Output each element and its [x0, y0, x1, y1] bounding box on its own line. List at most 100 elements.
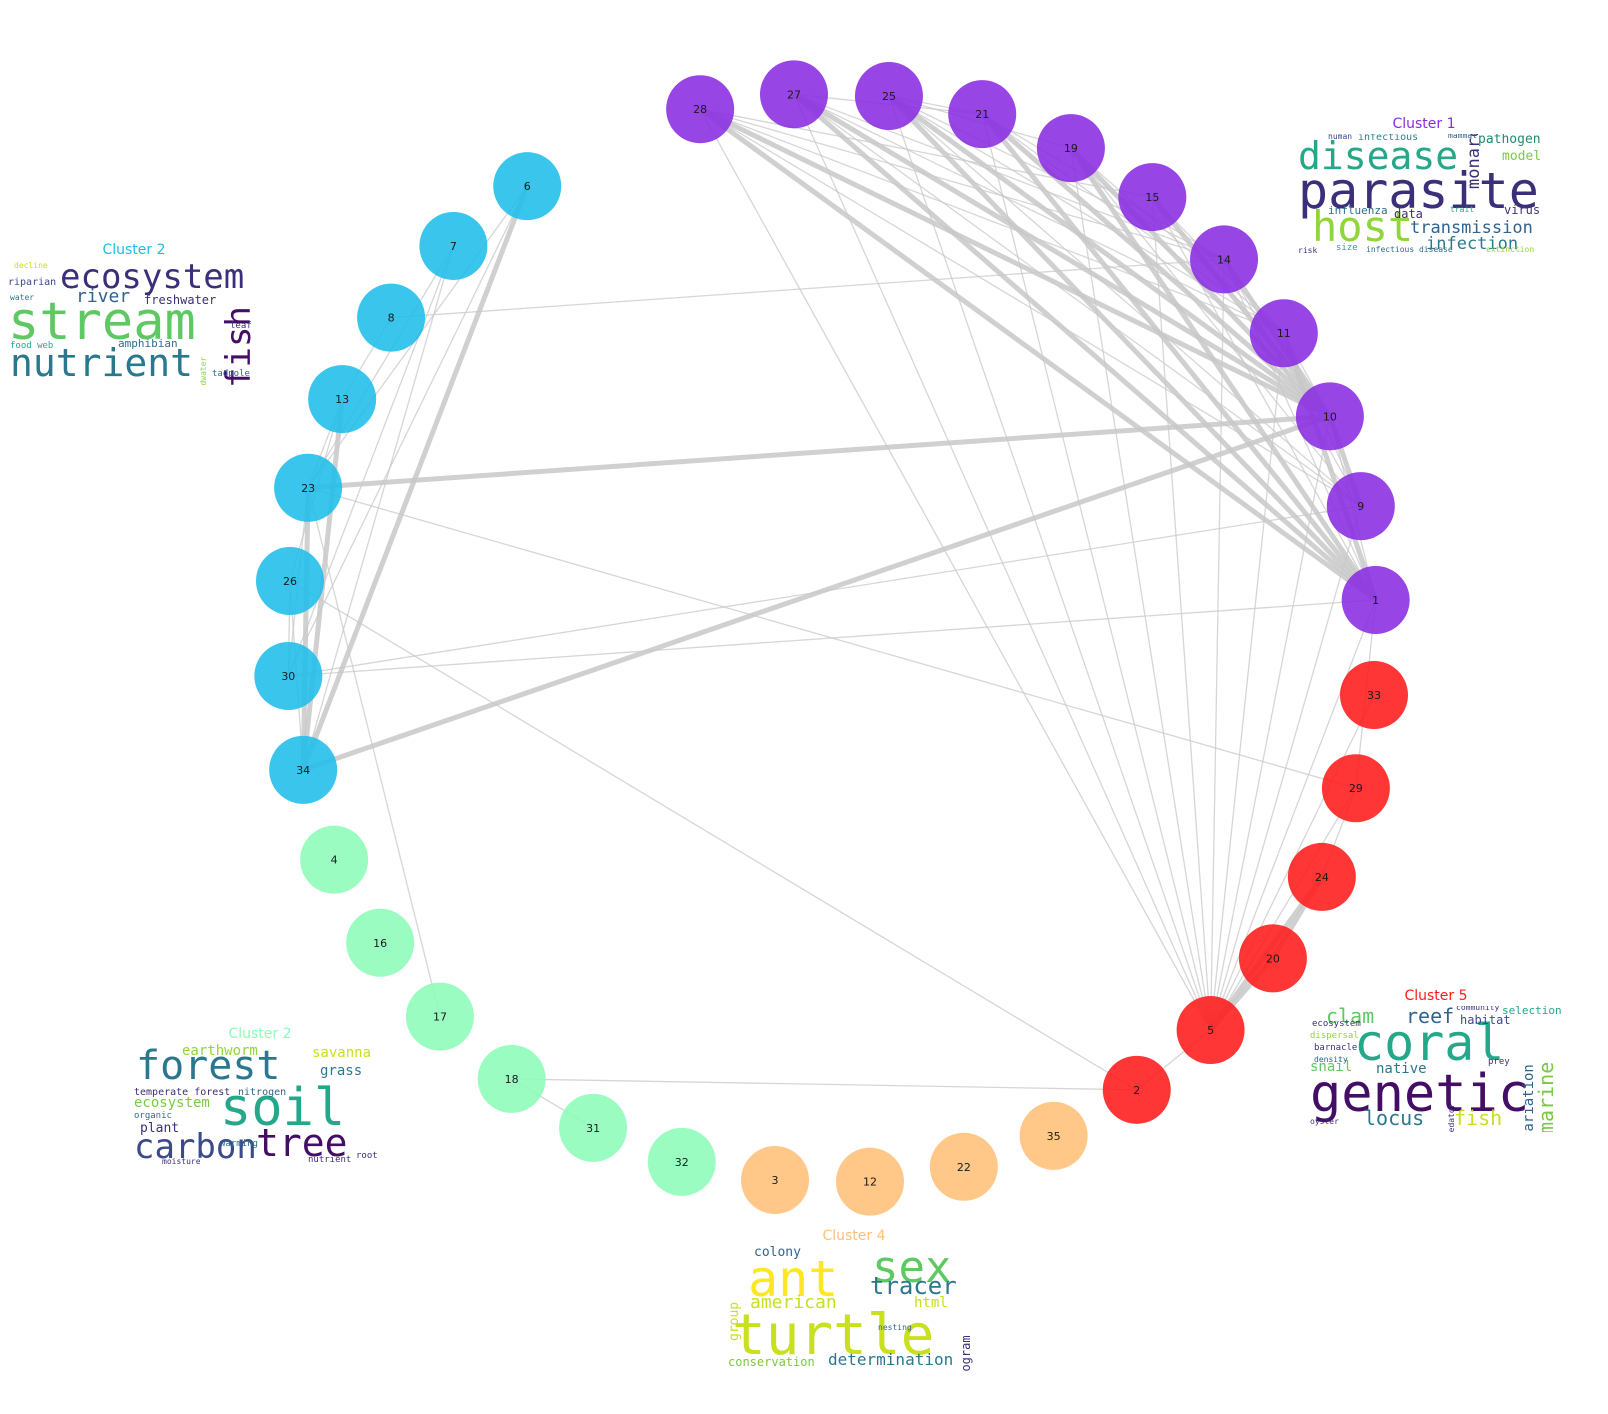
- edge-25-11: [888, 95, 1285, 334]
- node-circle-7: [419, 211, 488, 280]
- node-circle-31: [559, 1093, 628, 1162]
- edge-23-34: [300, 487, 311, 770]
- cloud-word: headwater: [199, 356, 208, 386]
- node-circle-10: [1295, 382, 1364, 451]
- edge-14-5: [1209, 259, 1225, 1031]
- cloud-word: pathogen: [1478, 134, 1541, 147]
- edge-23-17: [307, 487, 441, 1017]
- edge-25-1: [887, 94, 1378, 602]
- node-circle-26: [255, 547, 324, 616]
- node-8: 8: [357, 283, 426, 352]
- cloud-word: extinction: [1486, 245, 1535, 254]
- cloud-word: plant: [140, 1121, 180, 1136]
- cloud-word: influenza: [1328, 204, 1388, 217]
- node-9: 9: [1326, 472, 1395, 541]
- node-13: 13: [308, 365, 377, 434]
- node-circle-15: [1118, 163, 1187, 232]
- cloud-word: barnacle: [1314, 1043, 1358, 1053]
- cloud-word: nitrogen: [238, 1087, 287, 1098]
- edge-14-9: [1223, 259, 1362, 507]
- node-circle-6: [493, 152, 562, 221]
- cloud-word: savanna: [312, 1045, 372, 1061]
- edge-27-5: [793, 94, 1212, 1031]
- node-circle-30: [254, 642, 323, 711]
- node-label-1: 1: [1372, 594, 1379, 607]
- node-circle-14: [1190, 225, 1259, 294]
- cloud-word: prey: [1488, 1057, 1510, 1067]
- node-17: 17: [405, 982, 474, 1051]
- cloud-word: temperate forest: [134, 1087, 231, 1098]
- node-circle-5: [1176, 996, 1245, 1065]
- node-16: 16: [346, 908, 415, 977]
- cloud-word: marine: [1534, 1061, 1558, 1132]
- node-label-20: 20: [1266, 952, 1280, 965]
- cloud-word: carbon: [134, 1127, 257, 1167]
- node-label-9: 9: [1357, 500, 1364, 513]
- node-label-22: 22: [957, 1161, 971, 1174]
- cloud-word: ant: [748, 1250, 839, 1308]
- node-22: 22: [929, 1132, 998, 1201]
- cloud-word: host: [1312, 202, 1414, 251]
- cloud-word: habitat: [1460, 1013, 1511, 1027]
- node-circle-33: [1340, 660, 1409, 729]
- node-11: 11: [1249, 299, 1318, 368]
- cloud-word: decline: [14, 261, 48, 270]
- cloud-word: turtle: [732, 1303, 935, 1368]
- cloud-word: transmission: [1410, 218, 1533, 238]
- node-circle-2: [1102, 1055, 1171, 1124]
- node-label-18: 18: [505, 1073, 519, 1086]
- cloud-word: ecosystem: [134, 1095, 210, 1111]
- cluster-title-c5: Cluster 5: [1404, 988, 1467, 1004]
- cloud-word: group: [728, 1301, 742, 1341]
- edge-27-1: [792, 92, 1378, 602]
- cluster-title-c2b: Cluster 2: [228, 1026, 291, 1042]
- cloud-word: nesting: [878, 1323, 912, 1332]
- cluster-title-c4: Cluster 4: [822, 1228, 885, 1244]
- node-33: 33: [1340, 660, 1409, 729]
- word-cloud-c5: coral genetic clam reef locus fish marine nativ…: [1310, 1006, 1562, 1132]
- node-10: 10: [1295, 382, 1364, 451]
- cloud-word: infectious: [1358, 134, 1419, 143]
- node-30: 30: [254, 642, 323, 711]
- cloud-word: community: [1456, 1006, 1500, 1012]
- node-5: 5: [1176, 996, 1245, 1065]
- edge-19-9: [1070, 147, 1362, 507]
- edge-26-2: [289, 580, 1138, 1091]
- node-label-6: 6: [524, 180, 531, 193]
- cloud-word: root: [356, 1151, 378, 1161]
- cloud-word: determination: [828, 1350, 954, 1369]
- node-label-12: 12: [863, 1176, 877, 1189]
- node-27: 27: [759, 60, 828, 129]
- edge-1-5: [1209, 599, 1377, 1031]
- cloud-word: clam: [1326, 1006, 1375, 1028]
- node-circle-22: [929, 1132, 998, 1201]
- node-label-28: 28: [693, 103, 707, 116]
- cloud-word: density: [1314, 1055, 1348, 1064]
- node-circle-3: [741, 1146, 810, 1215]
- edge-27-10: [792, 92, 1332, 419]
- node-circle-35: [1019, 1101, 1088, 1170]
- edge-6-30: [287, 185, 528, 677]
- node-label-13: 13: [335, 393, 349, 406]
- cloud-word: sex: [872, 1246, 952, 1293]
- node-label-3: 3: [772, 1174, 779, 1187]
- node-label-23: 23: [301, 482, 315, 495]
- cloud-word: grass: [320, 1063, 363, 1079]
- node-label-27: 27: [787, 88, 801, 101]
- node-label-25: 25: [882, 90, 896, 103]
- node-2: 2: [1102, 1055, 1171, 1124]
- node-circle-8: [357, 283, 426, 352]
- node-circle-4: [300, 825, 369, 894]
- node-circle-9: [1326, 472, 1395, 541]
- edge-7-23: [307, 245, 454, 489]
- node-label-7: 7: [450, 240, 457, 253]
- edge-5-29: [1210, 787, 1357, 1031]
- node-15: 15: [1118, 163, 1187, 232]
- edge-15-1: [1151, 196, 1377, 601]
- cloud-word: mammal: [1448, 134, 1477, 140]
- cloud-word: size: [1336, 243, 1358, 253]
- node-14: 14: [1190, 225, 1259, 294]
- cloud-word: conservation: [728, 1355, 815, 1369]
- cloud-word: earthworm: [182, 1044, 258, 1059]
